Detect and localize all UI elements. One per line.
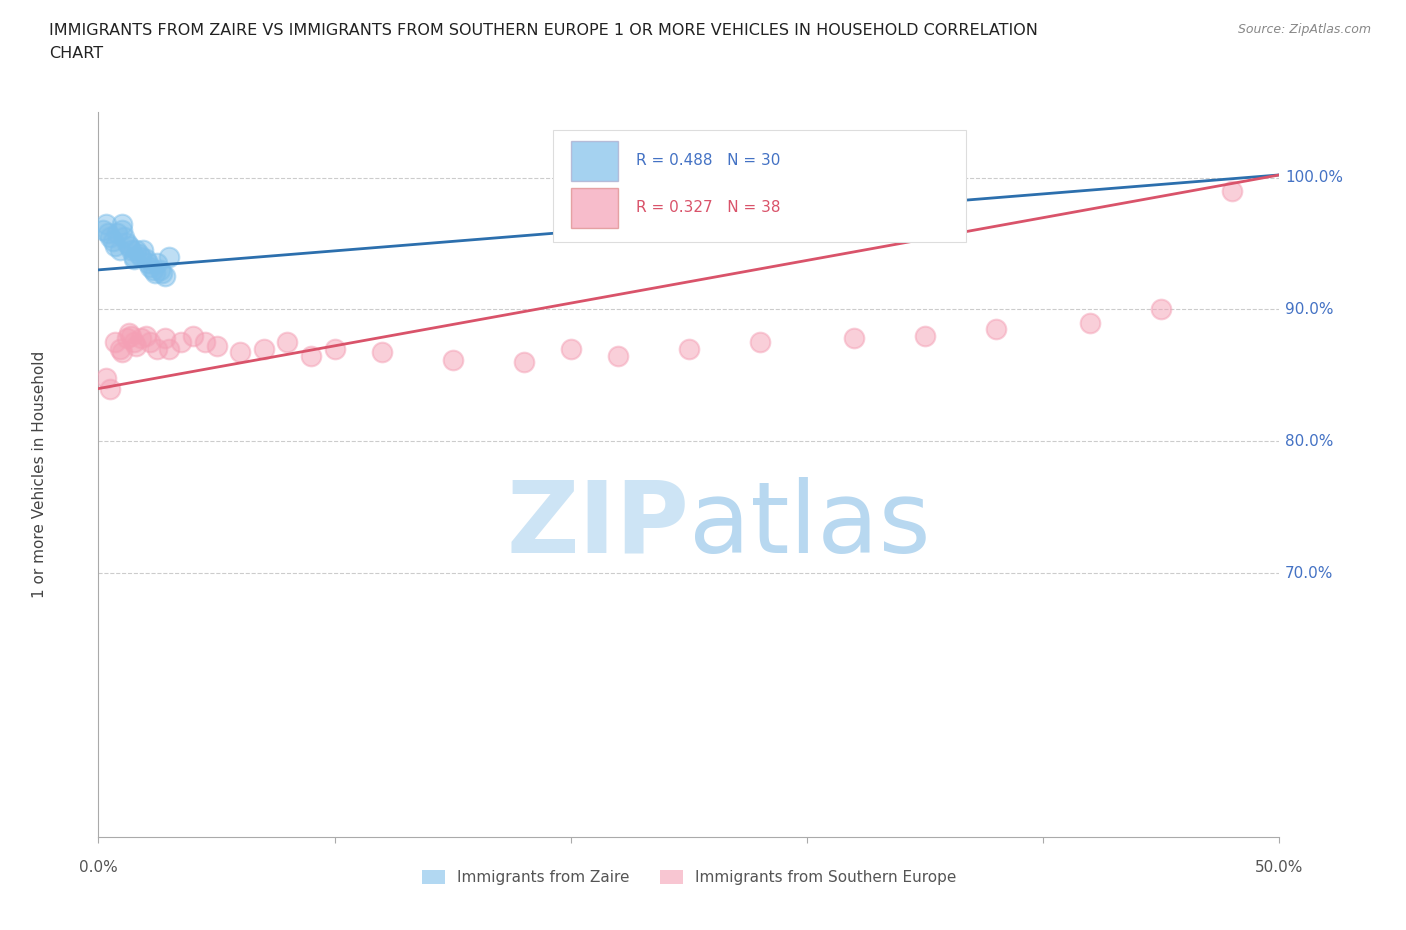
- Point: [678, 341, 700, 356]
- Point: [98, 381, 121, 396]
- Text: CHART: CHART: [49, 46, 103, 61]
- Point: [253, 341, 276, 356]
- Point: [1220, 183, 1243, 198]
- Point: [205, 339, 228, 353]
- Point: [153, 269, 176, 284]
- Point: [153, 331, 176, 346]
- Point: [111, 344, 134, 359]
- Point: [104, 239, 127, 254]
- Text: Source: ZipAtlas.com: Source: ZipAtlas.com: [1237, 23, 1371, 36]
- Point: [157, 249, 180, 264]
- Point: [121, 328, 143, 343]
- Point: [112, 230, 135, 245]
- Point: [135, 328, 157, 343]
- Text: 1 or more Vehicles in Household: 1 or more Vehicles in Household: [32, 351, 46, 598]
- Point: [143, 265, 166, 280]
- Bar: [571, 188, 619, 228]
- Point: [135, 252, 157, 267]
- Point: [139, 259, 162, 274]
- Point: [128, 246, 150, 261]
- Point: [115, 331, 138, 346]
- Point: [748, 335, 770, 350]
- Point: [122, 252, 145, 267]
- Point: [115, 236, 138, 251]
- Point: [125, 243, 148, 258]
- Point: [149, 262, 172, 277]
- Point: [111, 217, 134, 232]
- Text: 90.0%: 90.0%: [1285, 302, 1333, 317]
- Text: 80.0%: 80.0%: [1285, 433, 1333, 449]
- Point: [94, 217, 117, 232]
- Point: [371, 344, 394, 359]
- Point: [512, 354, 534, 369]
- Point: [129, 249, 152, 264]
- Point: [299, 348, 322, 363]
- Bar: [553, 130, 966, 242]
- Point: [139, 335, 162, 350]
- Point: [129, 331, 152, 346]
- Point: [104, 335, 127, 350]
- Point: [914, 328, 936, 343]
- Point: [323, 341, 346, 356]
- Text: R = 0.488   N = 30: R = 0.488 N = 30: [636, 153, 780, 168]
- Point: [607, 348, 630, 363]
- Point: [118, 326, 141, 340]
- Point: [844, 331, 866, 346]
- Point: [94, 370, 117, 385]
- Text: R = 0.327   N = 38: R = 0.327 N = 38: [636, 200, 780, 215]
- Point: [122, 335, 145, 350]
- Text: IMMIGRANTS FROM ZAIRE VS IMMIGRANTS FROM SOUTHERN EUROPE 1 OR MORE VEHICLES IN H: IMMIGRANTS FROM ZAIRE VS IMMIGRANTS FROM…: [49, 23, 1038, 38]
- Bar: [571, 140, 619, 180]
- Point: [101, 233, 124, 248]
- Point: [108, 243, 131, 258]
- Point: [150, 265, 173, 280]
- Text: 0.0%: 0.0%: [79, 860, 118, 875]
- Point: [108, 341, 131, 356]
- Point: [136, 256, 159, 271]
- Point: [111, 223, 134, 238]
- Point: [170, 335, 193, 350]
- Point: [98, 230, 121, 245]
- Point: [121, 243, 143, 258]
- Point: [132, 243, 155, 258]
- Point: [146, 256, 169, 271]
- Text: 100.0%: 100.0%: [1285, 170, 1343, 185]
- Point: [181, 328, 204, 343]
- Text: 50.0%: 50.0%: [1256, 860, 1303, 875]
- Point: [194, 335, 217, 350]
- Point: [984, 322, 1007, 337]
- Point: [122, 249, 145, 264]
- Point: [441, 352, 464, 367]
- Point: [125, 339, 148, 353]
- Legend: Immigrants from Zaire, Immigrants from Southern Europe: Immigrants from Zaire, Immigrants from S…: [416, 864, 962, 891]
- Text: atlas: atlas: [689, 476, 931, 574]
- Point: [157, 341, 180, 356]
- Point: [1080, 315, 1102, 330]
- Text: ZIP: ZIP: [506, 476, 689, 574]
- Point: [118, 239, 141, 254]
- Point: [560, 341, 582, 356]
- Point: [146, 341, 169, 356]
- Point: [276, 335, 298, 350]
- Point: [91, 223, 114, 238]
- Text: 70.0%: 70.0%: [1285, 565, 1333, 580]
- Point: [97, 225, 120, 240]
- Point: [229, 344, 252, 359]
- Point: [142, 262, 165, 277]
- Point: [1150, 302, 1173, 317]
- Point: [105, 225, 128, 240]
